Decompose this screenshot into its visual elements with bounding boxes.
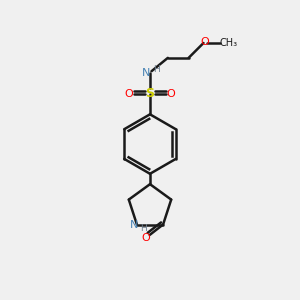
Text: O: O [167, 88, 175, 98]
Text: N: N [130, 220, 139, 230]
Text: S: S [146, 87, 154, 100]
Text: H: H [140, 224, 147, 232]
Text: O: O [125, 88, 134, 98]
Text: H: H [153, 65, 160, 74]
Text: N: N [142, 68, 151, 78]
Text: O: O [201, 37, 209, 46]
Text: O: O [142, 233, 151, 243]
Text: CH₃: CH₃ [220, 38, 238, 48]
